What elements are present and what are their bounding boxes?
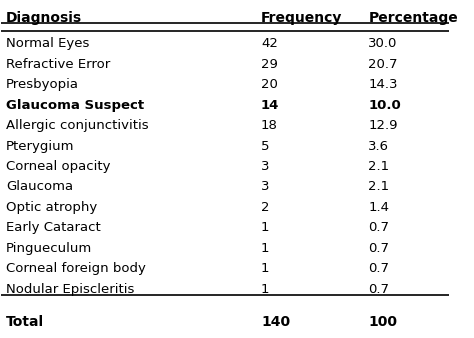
Text: 1: 1 (261, 283, 270, 296)
Text: 10.0: 10.0 (368, 99, 401, 112)
Text: Frequency: Frequency (261, 11, 342, 25)
Text: Normal Eyes: Normal Eyes (6, 37, 89, 50)
Text: 14.3: 14.3 (368, 78, 398, 91)
Text: 3: 3 (261, 160, 270, 173)
Text: 20.7: 20.7 (368, 58, 398, 71)
Text: Allergic conjunctivitis: Allergic conjunctivitis (6, 119, 148, 132)
Text: Early Cataract: Early Cataract (6, 221, 100, 234)
Text: 18: 18 (261, 119, 278, 132)
Text: 14: 14 (261, 99, 279, 112)
Text: 0.7: 0.7 (368, 242, 390, 255)
Text: 0.7: 0.7 (368, 283, 390, 296)
Text: Total: Total (6, 315, 44, 329)
Text: 5: 5 (261, 140, 270, 152)
Text: 12.9: 12.9 (368, 119, 398, 132)
Text: 0.7: 0.7 (368, 221, 390, 234)
Text: 1: 1 (261, 262, 270, 275)
Text: 20: 20 (261, 78, 278, 91)
Text: 42: 42 (261, 37, 278, 50)
Text: 3: 3 (261, 180, 270, 193)
Text: Glaucoma: Glaucoma (6, 180, 73, 193)
Text: 3.6: 3.6 (368, 140, 390, 152)
Text: 0.7: 0.7 (368, 262, 390, 275)
Text: 2.1: 2.1 (368, 160, 390, 173)
Text: 2: 2 (261, 201, 270, 214)
Text: Pterygium: Pterygium (6, 140, 74, 152)
Text: 1.4: 1.4 (368, 201, 390, 214)
Text: Optic atrophy: Optic atrophy (6, 201, 97, 214)
Text: 1: 1 (261, 221, 270, 234)
Text: 1: 1 (261, 242, 270, 255)
Text: 140: 140 (261, 315, 290, 329)
Text: Presbyopia: Presbyopia (6, 78, 79, 91)
Text: Corneal opacity: Corneal opacity (6, 160, 110, 173)
Text: Pingueculum: Pingueculum (6, 242, 92, 255)
Text: Corneal foreign body: Corneal foreign body (6, 262, 146, 275)
Text: 2.1: 2.1 (368, 180, 390, 193)
Text: Glaucoma Suspect: Glaucoma Suspect (6, 99, 144, 112)
Text: Percentage: Percentage (368, 11, 458, 25)
Text: Refractive Error: Refractive Error (6, 58, 110, 71)
Text: Nodular Episcleritis: Nodular Episcleritis (6, 283, 134, 296)
Text: Diagnosis: Diagnosis (6, 11, 82, 25)
Text: 29: 29 (261, 58, 278, 71)
Text: 100: 100 (368, 315, 397, 329)
Text: 30.0: 30.0 (368, 37, 398, 50)
